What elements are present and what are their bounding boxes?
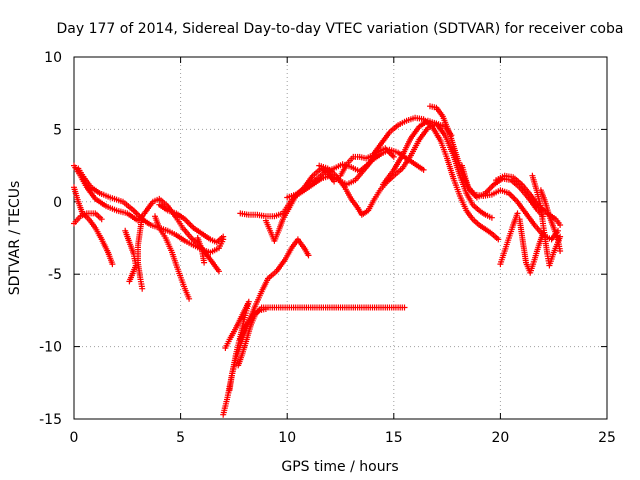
plus-markers — [71, 162, 222, 275]
y-tick-label: 0 — [53, 195, 62, 211]
series-arc-6 — [135, 213, 146, 292]
series-arc-10 — [220, 236, 312, 418]
x-tick-label: 15 — [385, 430, 403, 446]
plus-markers — [516, 216, 546, 276]
plus-markers — [156, 201, 227, 246]
series-arc-14 — [237, 146, 427, 220]
axis-tick-labels: 0 5 10 15 20 25 -15 -10 -5 0 5 10 — [39, 50, 616, 446]
x-tick-label: 0 — [70, 430, 79, 446]
y-axis-label: SDTVAR / TECUs — [7, 181, 23, 296]
x-axis-label: GPS time / hours — [281, 459, 398, 475]
series-arc-26 — [537, 187, 564, 254]
plus-markers — [493, 172, 564, 228]
x-tick-label: 10 — [278, 430, 296, 446]
series-arc-22 — [493, 172, 564, 228]
series-arc-1 — [71, 162, 222, 275]
plus-markers — [237, 306, 269, 343]
plus-markers — [337, 114, 502, 243]
plus-markers — [122, 227, 139, 285]
series-arc-24 — [516, 216, 546, 276]
series-arc-4 — [71, 210, 105, 227]
y-tick-label: -15 — [39, 412, 62, 428]
y-tick-label: 5 — [53, 122, 62, 138]
series-arc-19 — [380, 117, 495, 221]
plus-markers — [235, 304, 408, 369]
y-tick-label: -10 — [39, 340, 62, 356]
plus-markers — [220, 236, 312, 418]
grid-lines — [74, 57, 607, 419]
chart-title: Day 177 of 2014, Sidereal Day-to-day VTE… — [57, 21, 624, 37]
y-tick-label: 10 — [44, 50, 62, 66]
x-tick-label: 25 — [598, 430, 616, 446]
plus-markers — [237, 146, 427, 220]
series-arc-11 — [222, 298, 252, 393]
plus-markers — [529, 172, 564, 269]
plus-markers — [194, 235, 208, 266]
plus-markers — [71, 210, 105, 227]
series-arc-12 — [235, 304, 408, 369]
plus-markers — [380, 117, 495, 221]
series-arc-18 — [337, 114, 502, 243]
x-tick-label: 20 — [491, 430, 509, 446]
y-tick-label: -5 — [48, 267, 62, 283]
x-tick-label: 5 — [176, 430, 185, 446]
plus-markers — [222, 298, 252, 393]
series-arc-23 — [497, 210, 521, 268]
plus-markers — [537, 187, 564, 254]
series-arc-13 — [237, 306, 269, 343]
plot-frame — [73, 56, 608, 420]
series-arc-5 — [122, 227, 139, 285]
series-arc-3 — [75, 165, 227, 256]
plus-markers — [497, 210, 521, 268]
series-arc-9 — [194, 235, 208, 266]
plus-markers — [135, 213, 146, 292]
series-arc-25 — [529, 172, 564, 269]
axis-ticks — [73, 56, 608, 420]
series-arc-8 — [156, 201, 227, 246]
plus-markers — [152, 213, 193, 302]
data-series — [71, 103, 564, 418]
series-arc-7 — [152, 213, 193, 302]
plus-markers — [75, 165, 227, 256]
